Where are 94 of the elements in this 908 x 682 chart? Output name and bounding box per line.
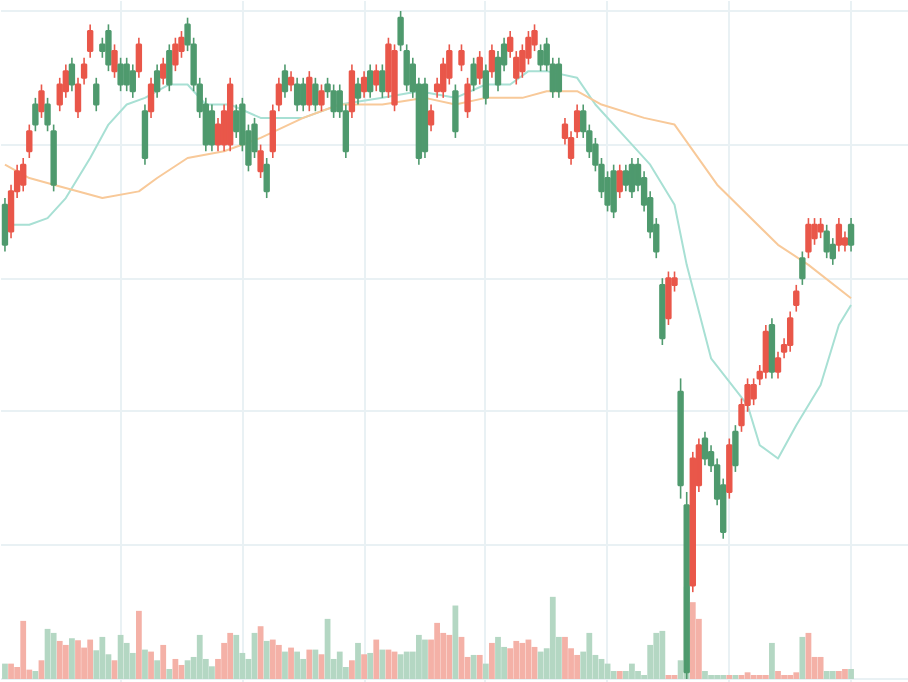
bar xyxy=(349,660,355,679)
bar xyxy=(373,639,380,679)
bar xyxy=(209,666,215,679)
bar xyxy=(355,642,361,679)
bar xyxy=(379,649,386,679)
bar xyxy=(148,651,154,679)
bar xyxy=(446,634,453,679)
bar xyxy=(154,660,161,679)
bar xyxy=(257,626,264,679)
candlestick xyxy=(330,83,337,119)
bar xyxy=(422,639,428,679)
bar xyxy=(519,642,526,679)
candlestick xyxy=(677,377,684,500)
bar xyxy=(75,640,81,679)
bar xyxy=(275,644,282,679)
candlestick xyxy=(470,56,477,92)
candlestick xyxy=(610,163,617,219)
bar xyxy=(610,670,617,679)
bar xyxy=(793,672,800,679)
bar xyxy=(294,651,301,679)
bar xyxy=(799,636,806,679)
bar xyxy=(20,620,27,679)
candlestick xyxy=(464,77,471,119)
candlestick xyxy=(318,83,325,113)
candlestick xyxy=(537,43,544,72)
bar xyxy=(87,639,94,679)
bar xyxy=(629,663,635,679)
bar xyxy=(549,596,556,679)
bar xyxy=(823,670,830,679)
bar xyxy=(537,651,544,679)
candlestick xyxy=(732,424,739,473)
bar xyxy=(50,632,57,679)
candlestick xyxy=(117,56,124,92)
bar xyxy=(744,672,751,679)
bar xyxy=(848,668,854,679)
bar xyxy=(69,638,75,679)
bar xyxy=(306,649,313,679)
bar xyxy=(2,663,8,679)
bar xyxy=(842,668,848,679)
bar xyxy=(99,636,106,679)
bar xyxy=(415,634,422,679)
bar xyxy=(56,640,63,679)
bar xyxy=(476,654,483,679)
bar xyxy=(227,632,234,679)
bar xyxy=(775,670,781,679)
candlestick xyxy=(172,36,179,72)
candlestick xyxy=(257,143,264,179)
bar xyxy=(282,651,288,679)
bar xyxy=(135,610,142,679)
bar xyxy=(263,640,270,679)
bar xyxy=(507,648,514,679)
bar xyxy=(653,632,660,679)
bar xyxy=(123,642,130,679)
bar xyxy=(489,642,495,679)
bar xyxy=(829,670,836,679)
bar xyxy=(622,670,629,679)
bar xyxy=(233,634,240,679)
bar xyxy=(160,644,167,679)
bar xyxy=(196,634,203,679)
bar xyxy=(367,652,374,679)
bar xyxy=(495,636,501,679)
bar xyxy=(434,622,441,679)
bar xyxy=(166,668,173,679)
bar xyxy=(361,654,367,679)
bar xyxy=(769,642,775,679)
candlestick xyxy=(391,43,398,113)
bar xyxy=(62,644,69,679)
bar xyxy=(470,654,477,679)
bar xyxy=(300,658,307,679)
bar xyxy=(835,670,842,679)
bar xyxy=(8,663,14,679)
bar xyxy=(659,630,666,679)
candlestick xyxy=(32,97,39,133)
bar xyxy=(562,636,568,679)
bar xyxy=(117,634,124,679)
bar xyxy=(336,651,343,679)
bar xyxy=(574,654,581,679)
bar xyxy=(513,640,520,679)
bar xyxy=(586,632,593,679)
candlestick xyxy=(452,83,459,139)
bar xyxy=(616,670,623,679)
bar xyxy=(397,654,404,679)
bar xyxy=(817,656,824,679)
bar xyxy=(702,670,708,679)
bar xyxy=(635,670,641,679)
bar xyxy=(142,649,148,679)
bar xyxy=(288,647,294,679)
bar xyxy=(677,660,684,679)
candlestick xyxy=(458,43,465,72)
candlestick xyxy=(665,270,672,326)
candlestick xyxy=(799,250,806,286)
candlestick xyxy=(817,217,824,239)
bar xyxy=(269,639,276,679)
bar xyxy=(482,663,489,679)
